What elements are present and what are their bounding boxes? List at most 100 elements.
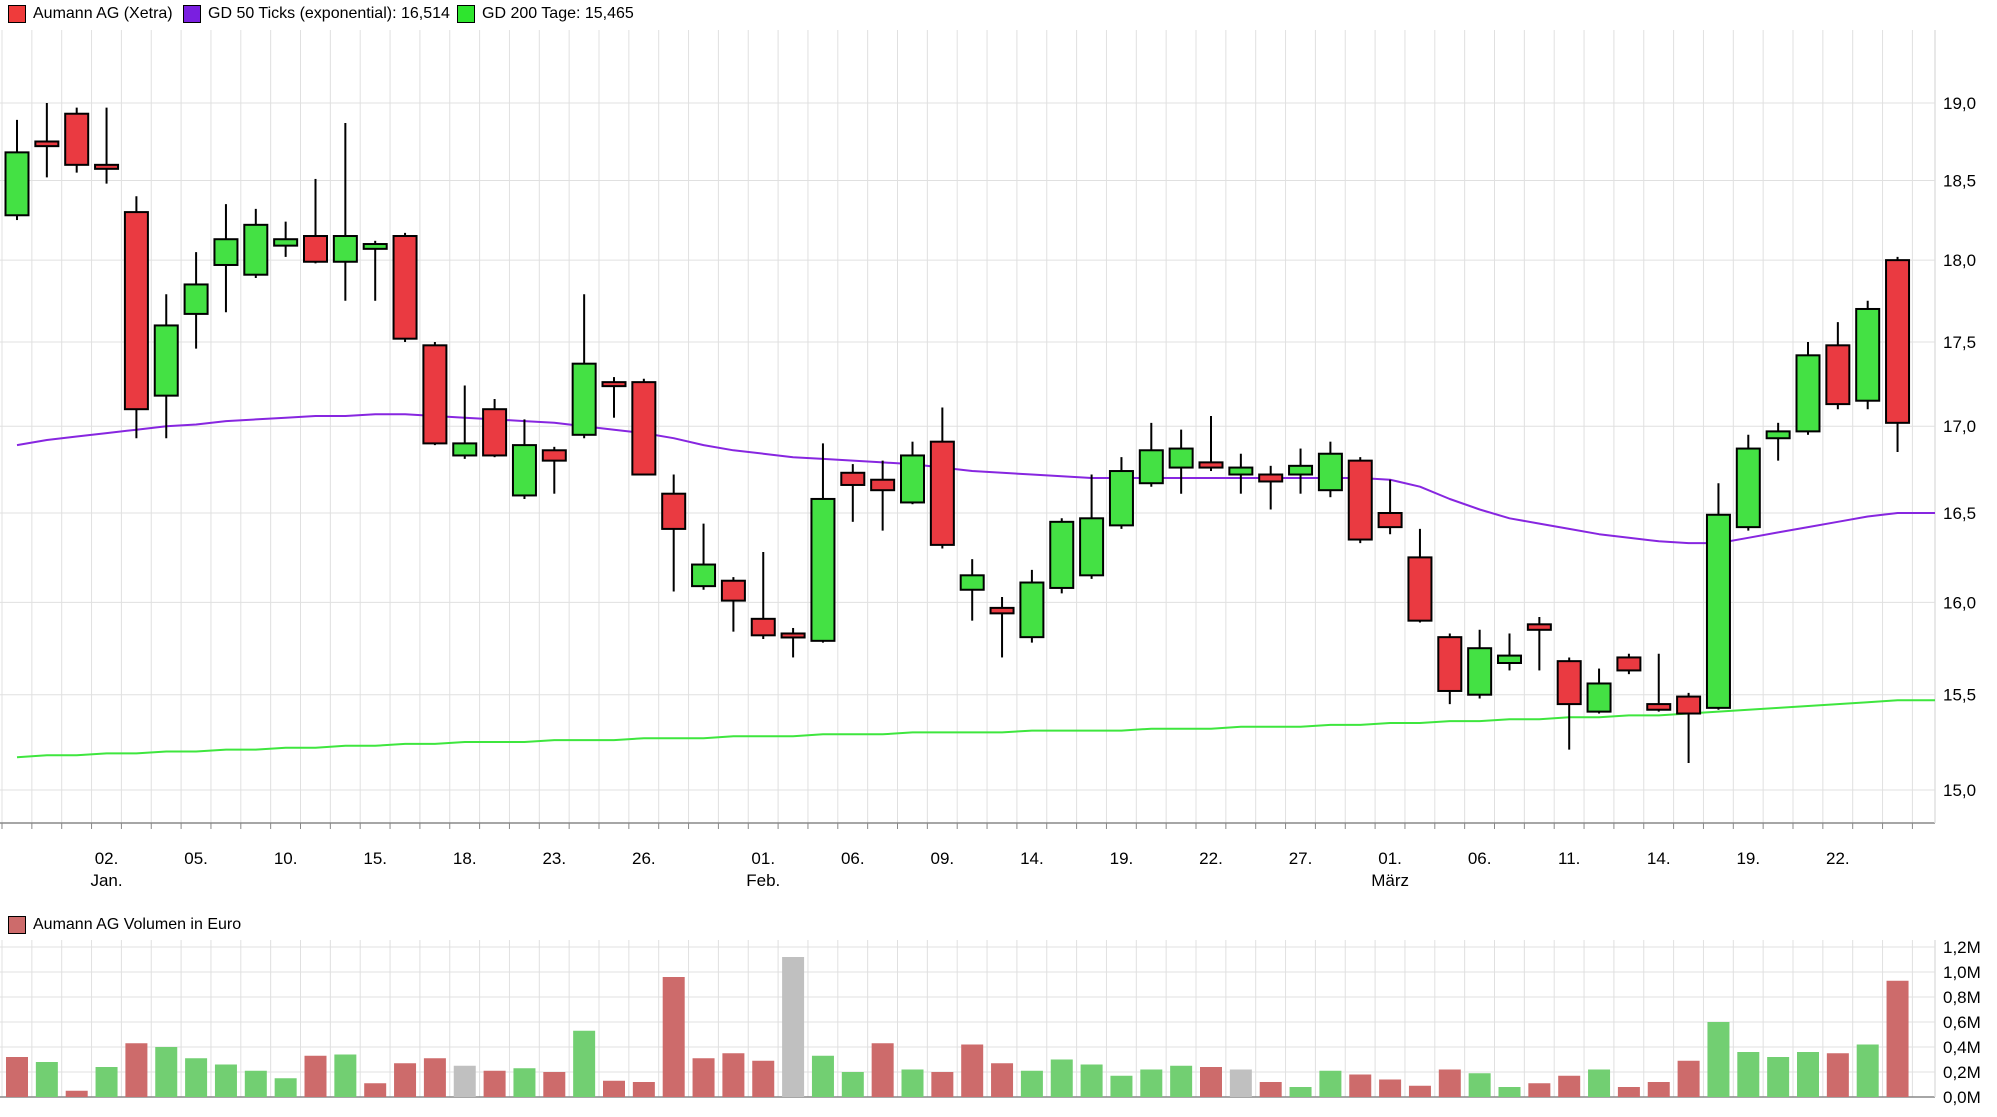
volume-bar-30.01.[interactable] xyxy=(692,1058,715,1097)
volume-bar-27.12.[interactable] xyxy=(6,1057,28,1097)
candle-26.01.[interactable] xyxy=(631,381,657,476)
candle-31.01.[interactable] xyxy=(720,579,746,602)
volume-bar-12.02.[interactable] xyxy=(961,1044,984,1098)
volume-bar-21.03.[interactable] xyxy=(1797,1052,1819,1097)
volume-bar-20.03.[interactable] xyxy=(1767,1057,1790,1097)
volume-bar-19.02.[interactable] xyxy=(1110,1075,1133,1097)
candle-11.03.[interactable] xyxy=(1556,660,1582,706)
candle-29.01.[interactable] xyxy=(661,492,687,530)
volume-bar-25.01.[interactable] xyxy=(603,1080,625,1097)
volume-bar-09.01.[interactable] xyxy=(244,1070,267,1097)
volume-bar-07.03.[interactable] xyxy=(1498,1087,1521,1097)
candle-25.03.[interactable] xyxy=(1855,307,1881,402)
volume-bar-06.02.[interactable] xyxy=(841,1072,864,1097)
candle-30.01.[interactable] xyxy=(691,563,717,588)
volume-bar-19.03.[interactable] xyxy=(1737,1052,1760,1097)
candle-24.01.[interactable] xyxy=(571,362,597,436)
candle-02.01.[interactable] xyxy=(94,163,120,170)
candle-20.02.[interactable] xyxy=(1138,449,1164,485)
candle-29.02.[interactable] xyxy=(1347,459,1373,541)
volume-bar-13.03.[interactable] xyxy=(1617,1087,1640,1097)
volume-bar-04.01.[interactable] xyxy=(155,1047,178,1097)
volume-bar-05.02.[interactable] xyxy=(811,1055,834,1097)
candle-25.01.[interactable] xyxy=(601,381,627,388)
volume-bar-29.12.[interactable] xyxy=(65,1090,88,1097)
volume-bar-27.02.[interactable] xyxy=(1289,1087,1312,1097)
candle-14.03.[interactable] xyxy=(1646,703,1672,711)
volume-bar-26.01.[interactable] xyxy=(632,1082,655,1097)
volume-bar-15.02.[interactable] xyxy=(1050,1059,1073,1098)
volume-bar-23.01.[interactable] xyxy=(543,1072,566,1097)
volume-bar-14.02.[interactable] xyxy=(1020,1070,1043,1097)
candle-07.03.[interactable] xyxy=(1497,654,1522,665)
volume-bar-23.02.[interactable] xyxy=(1229,1069,1252,1098)
candle-22.01.[interactable] xyxy=(511,444,537,497)
volume-bar-24.01.[interactable] xyxy=(573,1030,596,1097)
volume-bar-05.03.[interactable] xyxy=(1438,1069,1461,1098)
volume-bar-22.03.[interactable] xyxy=(1826,1053,1849,1097)
candle-18.01.[interactable] xyxy=(452,442,478,457)
candle-01.03.[interactable] xyxy=(1377,512,1403,529)
volume-bar-07.02.[interactable] xyxy=(871,1043,894,1097)
candle-28.02.[interactable] xyxy=(1317,452,1343,492)
candle-20.03.[interactable] xyxy=(1765,430,1791,440)
volume-bar-22.01.[interactable] xyxy=(513,1068,536,1097)
candle-12.02.[interactable] xyxy=(959,574,985,591)
candle-23.02.[interactable] xyxy=(1228,466,1254,476)
volume-bar-22.02.[interactable] xyxy=(1200,1067,1222,1097)
candle-23.01.[interactable] xyxy=(541,449,567,462)
candle-27.12.[interactable] xyxy=(4,151,30,217)
candle-12.01.[interactable] xyxy=(332,235,358,263)
candle-13.02.[interactable] xyxy=(989,606,1015,615)
candle-09.02.[interactable] xyxy=(929,440,955,546)
volume-bar-08.01.[interactable] xyxy=(214,1064,237,1098)
volume-bar-11.03.[interactable] xyxy=(1558,1075,1581,1097)
volume-bar-16.02.[interactable] xyxy=(1080,1064,1103,1098)
volume-bar-14.03.[interactable] xyxy=(1647,1082,1670,1097)
candle-10.01.[interactable] xyxy=(273,238,299,247)
candle-26.02.[interactable] xyxy=(1258,473,1284,483)
candle-01.02.[interactable] xyxy=(750,617,776,637)
candle-21.02.[interactable] xyxy=(1168,447,1194,469)
volume-bar-06.03.[interactable] xyxy=(1468,1073,1491,1097)
candle-19.03.[interactable] xyxy=(1735,447,1761,529)
volume-bar-20.02.[interactable] xyxy=(1140,1069,1163,1098)
candle-26.03.[interactable] xyxy=(1885,259,1911,424)
volume-bar-03.01.[interactable] xyxy=(125,1043,148,1097)
candle-19.01.[interactable] xyxy=(482,408,508,457)
volume-bar-15.01.[interactable] xyxy=(364,1083,387,1097)
volume-bar-29.01.[interactable] xyxy=(662,977,685,1097)
candle-03.01.[interactable] xyxy=(123,211,149,411)
candle-07.02.[interactable] xyxy=(870,478,896,492)
volume-bar-18.03.[interactable] xyxy=(1707,1022,1730,1097)
volume-bar-21.02.[interactable] xyxy=(1170,1065,1193,1097)
volume-bar-08.03.[interactable] xyxy=(1528,1083,1551,1097)
candle-28.12.[interactable] xyxy=(34,140,60,148)
candle-06.02.[interactable] xyxy=(840,471,866,486)
candle-15.02.[interactable] xyxy=(1049,520,1075,589)
candle-08.01.[interactable] xyxy=(213,238,239,266)
candle-04.03.[interactable] xyxy=(1407,556,1433,622)
candle-17.01.[interactable] xyxy=(422,344,448,445)
volume-bar-29.02.[interactable] xyxy=(1349,1074,1372,1098)
candle-22.02.[interactable] xyxy=(1198,461,1224,469)
volume-bar-12.03.[interactable] xyxy=(1588,1069,1611,1098)
candle-19.02.[interactable] xyxy=(1108,470,1134,527)
volume-bar-08.02.[interactable] xyxy=(901,1069,924,1098)
volume-bar-02.01.[interactable] xyxy=(95,1067,118,1097)
candle-16.02.[interactable] xyxy=(1079,517,1105,577)
volume-bar-25.03.[interactable] xyxy=(1856,1044,1879,1098)
volume-bar-19.01.[interactable] xyxy=(483,1070,506,1097)
candle-12.03.[interactable] xyxy=(1586,682,1612,713)
volume-bar-01.03.[interactable] xyxy=(1379,1079,1402,1098)
candle-22.03.[interactable] xyxy=(1825,344,1851,406)
volume-bar-28.12.[interactable] xyxy=(35,1062,58,1097)
volume-bar-02.02.[interactable] xyxy=(782,957,805,1097)
volume-bar-28.02.[interactable] xyxy=(1319,1070,1342,1097)
candle-08.03.[interactable] xyxy=(1526,623,1552,631)
candle-08.02.[interactable] xyxy=(900,454,925,504)
volume-bar-26.02.[interactable] xyxy=(1259,1082,1282,1097)
candle-15.03.[interactable] xyxy=(1676,695,1702,715)
volume-bar-12.01.[interactable] xyxy=(334,1054,357,1098)
